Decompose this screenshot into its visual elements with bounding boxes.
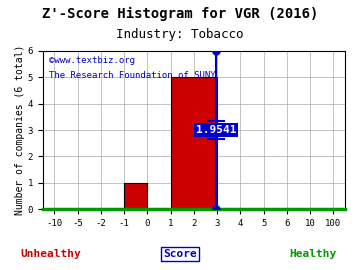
Text: Z'-Score Histogram for VGR (2016): Z'-Score Histogram for VGR (2016) bbox=[42, 7, 318, 21]
Text: ©www.textbiz.org: ©www.textbiz.org bbox=[49, 56, 135, 65]
Bar bbox=[124, 183, 148, 209]
Text: Score: Score bbox=[163, 249, 197, 259]
Text: Industry: Tobacco: Industry: Tobacco bbox=[116, 28, 244, 41]
Y-axis label: Number of companies (6 total): Number of companies (6 total) bbox=[15, 45, 25, 215]
Text: Unhealthy: Unhealthy bbox=[20, 249, 81, 259]
Text: The Research Foundation of SUNY: The Research Foundation of SUNY bbox=[49, 72, 216, 80]
Bar bbox=[171, 77, 217, 209]
Text: Healthy: Healthy bbox=[289, 249, 337, 259]
Text: 1.9541: 1.9541 bbox=[196, 125, 237, 135]
